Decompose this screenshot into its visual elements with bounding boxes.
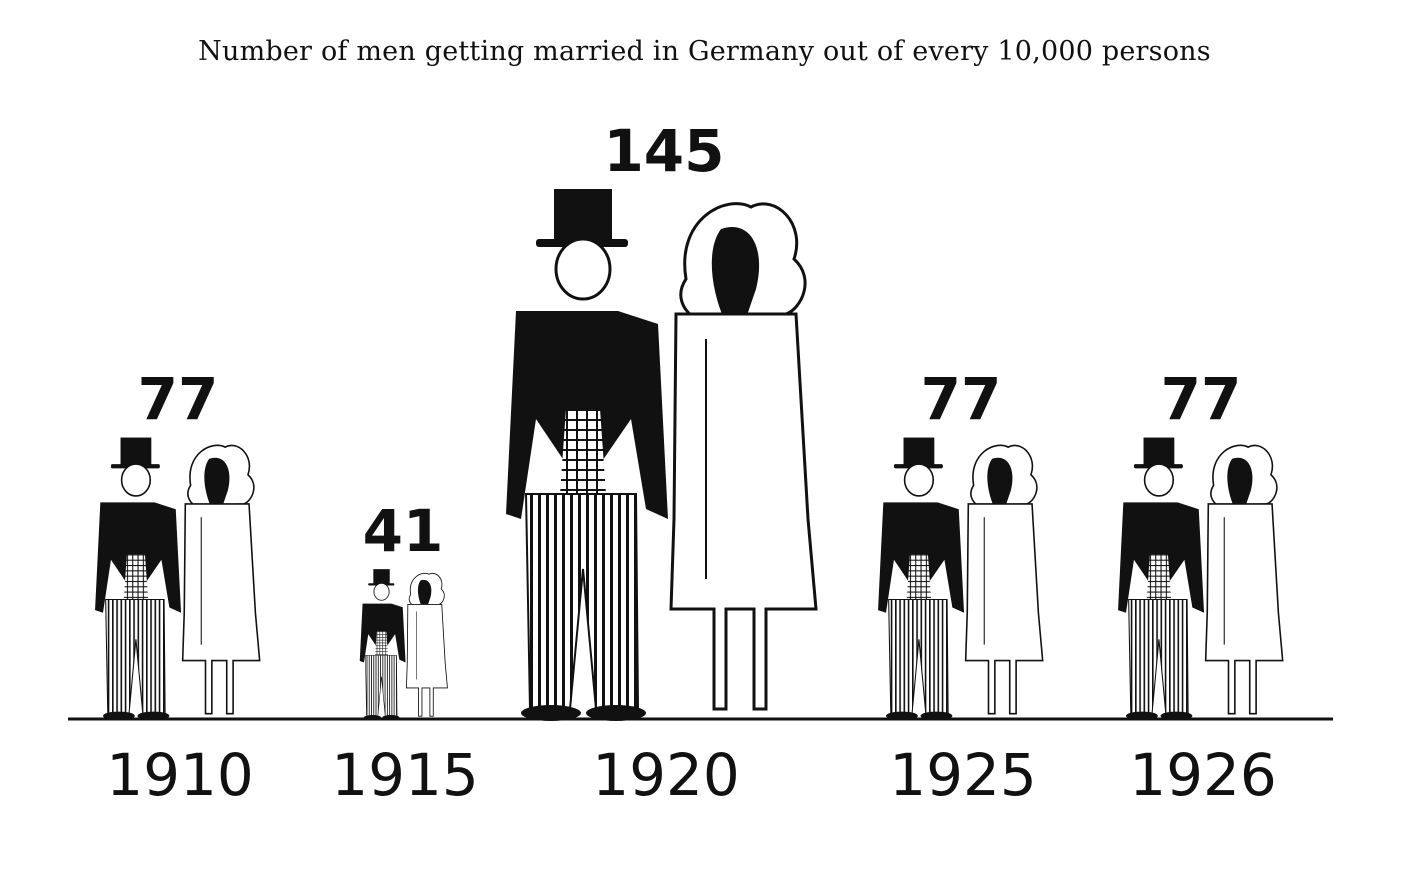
groom-figure [359, 569, 406, 720]
bride-figure [181, 444, 261, 715]
couple-mark-1920 [506, 189, 818, 721]
couple-mark-1915 [359, 569, 448, 720]
value-label: 41 [363, 497, 444, 565]
value-label: 77 [138, 366, 219, 434]
couple-mark-1926 [1118, 437, 1284, 721]
groom-figure [1118, 437, 1205, 721]
bride-figure [405, 572, 448, 717]
groom-figure [878, 437, 965, 721]
value-label: 145 [603, 117, 724, 185]
bride-figure [964, 444, 1044, 715]
year-label-1926: 1926 [1129, 741, 1277, 809]
year-label-1910: 1910 [106, 741, 254, 809]
groom-figure [95, 437, 182, 721]
chart-title: Number of men getting married in Germany… [198, 36, 1211, 67]
couple-mark-1910 [95, 437, 261, 721]
value-label: 77 [921, 366, 1002, 434]
year-label-1925: 1925 [889, 741, 1037, 809]
year-label-1920: 1920 [592, 741, 740, 809]
year-label-1915: 1915 [331, 741, 479, 809]
groom-figure [506, 189, 668, 721]
bride-figure [1204, 444, 1284, 715]
value-label: 77 [1161, 366, 1242, 434]
couple-mark-1925 [878, 437, 1044, 721]
bride-figure [669, 202, 818, 711]
